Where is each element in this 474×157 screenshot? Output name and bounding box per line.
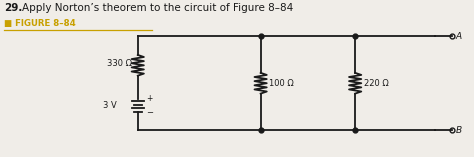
Text: 100 Ω: 100 Ω [269,79,294,88]
Text: B: B [456,126,462,135]
Text: +: + [146,94,152,103]
Text: Apply Norton’s theorem to the circuit of Figure 8–84: Apply Norton’s theorem to the circuit of… [22,3,293,13]
Text: ■ FIGURE 8–84: ■ FIGURE 8–84 [4,19,76,28]
Text: 330 Ω: 330 Ω [107,59,132,68]
Text: 220 Ω: 220 Ω [364,79,388,88]
Text: 29.: 29. [4,3,23,13]
Text: −: − [146,108,153,117]
Text: A: A [456,32,462,41]
Text: 3 V: 3 V [103,101,117,110]
